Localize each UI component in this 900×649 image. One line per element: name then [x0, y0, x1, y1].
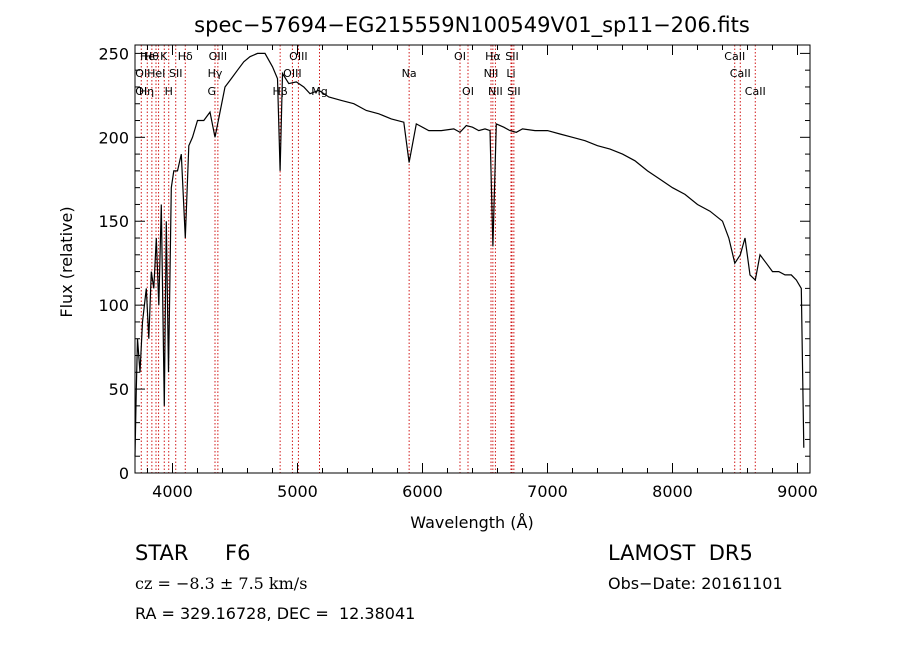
line-label: Hθ	[144, 50, 159, 63]
coordinates-text: RA = 329.16728, DEC = 12.38041	[135, 604, 416, 623]
line-label: G	[207, 85, 216, 98]
line-label: Na	[402, 67, 417, 80]
line-label: OI	[454, 50, 466, 63]
line-label: OI	[135, 85, 147, 98]
obs-date: Obs−Date: 20161101	[608, 574, 783, 593]
line-label: He	[140, 50, 155, 63]
line-label: CaII	[724, 50, 745, 63]
line-label: OI	[135, 67, 147, 80]
subclass: F6	[225, 541, 251, 565]
line-label: SII	[507, 85, 520, 98]
line-label: OI	[462, 85, 474, 98]
y-tick-label: 150	[98, 212, 129, 231]
x-tick-label: 9000	[777, 482, 818, 501]
line-label: Hγ	[208, 67, 223, 80]
line-label: OIII	[289, 50, 307, 63]
line-markers-group	[140, 45, 756, 473]
line-label: Li	[506, 67, 515, 80]
x-axis-label: Wavelength (Å)	[410, 513, 533, 532]
line-label: Hα	[485, 50, 501, 63]
line-label: HeI	[147, 67, 165, 80]
line-label: SII	[505, 50, 518, 63]
flux-series-line	[134, 52, 805, 457]
y-tick-label: 0	[119, 464, 129, 483]
line-label: H	[165, 85, 173, 98]
y-tick-label: 250	[98, 44, 129, 63]
plot-frame	[134, 44, 811, 474]
line-label: Hδ	[178, 50, 193, 63]
y-axis-label: Flux (relative)	[57, 206, 76, 317]
line-label: NII	[488, 85, 503, 98]
redshift-text: cz = −8.3 ± 7.5 km/s	[135, 574, 308, 593]
line-label: Hβ	[272, 85, 287, 98]
y-tick-label: 100	[98, 296, 129, 315]
x-tick-label: 5000	[277, 482, 318, 501]
y-axis: 0 50 100 150 200 250	[98, 44, 810, 483]
y-tick-label: 50	[109, 380, 129, 399]
line-label: Mg	[311, 85, 327, 98]
line-label: NII	[484, 67, 499, 80]
chart-title: spec−57694−EG215559N100549V01_sp11−206.f…	[194, 13, 750, 38]
x-tick-label: 8000	[652, 482, 693, 501]
x-tick-label: 6000	[402, 482, 443, 501]
object-type: STAR	[135, 541, 189, 565]
x-tick-label: 7000	[527, 482, 568, 501]
x-tick-label: 4000	[152, 482, 193, 501]
line-label: Hη	[139, 85, 154, 98]
y-tick-label: 200	[98, 128, 129, 147]
line-label: OIII	[209, 50, 227, 63]
line-label: K	[160, 50, 168, 63]
line-label: OIII	[283, 67, 301, 80]
line-label: SII	[169, 67, 182, 80]
survey-label: LAMOST DR5	[608, 541, 753, 565]
line-label: CaII	[745, 85, 766, 98]
line-label: CaII	[730, 67, 751, 80]
x-axis: 4000 5000 6000 7000 8000 9000	[147, 45, 818, 501]
